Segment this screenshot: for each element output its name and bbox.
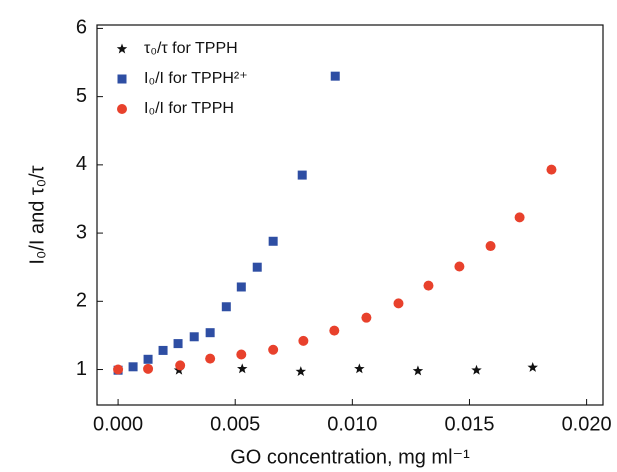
legend-marker [117,74,127,84]
point [471,364,482,375]
point [423,280,434,291]
legend-label: τ₀/τ for TPPH [144,40,238,57]
y-tick-label: 6 [76,17,87,39]
point [454,261,465,272]
point [237,363,248,374]
legend-label: I₀/I for TPPH [144,100,234,117]
legend-label: I₀/I for TPPH²⁺ [144,70,248,87]
point [361,312,372,323]
x-axis-title: GO concentration, mg ml⁻¹ [230,446,470,468]
legend-marker [117,104,127,114]
point [143,363,154,374]
point [354,363,365,374]
plot-frame [96,24,604,406]
point [268,344,279,355]
point [175,360,186,371]
point [113,364,124,375]
y-axis-title: I₀/I and τ₀/τ [26,165,48,264]
point [268,236,278,246]
point [485,241,496,252]
point [173,339,183,349]
point [412,365,424,376]
point [236,282,246,292]
point [252,262,262,272]
point [329,325,340,336]
y-tick-label: 3 [76,221,87,243]
point [297,170,307,180]
point [546,164,557,175]
point [128,362,138,372]
point [527,361,538,372]
legend-marker [116,43,128,54]
x-tick-label: 0.005 [210,413,260,435]
point [189,332,199,342]
point [393,298,404,309]
y-tick-label: 5 [76,85,87,107]
y-tick-label: 4 [76,153,87,175]
point [143,354,153,364]
point [158,345,168,355]
point [236,349,247,360]
point [330,71,340,81]
x-tick-label: 0.020 [562,413,612,435]
x-tick-label: 0.010 [327,413,377,435]
x-tick-label: 0.000 [93,413,143,435]
y-tick-label: 2 [76,290,87,312]
point [221,302,231,312]
point [514,212,525,223]
point [205,353,216,364]
point [295,366,307,377]
x-tick-label: 0.015 [444,413,494,435]
point [205,328,215,338]
y-tick-label: 1 [76,358,87,380]
point [298,335,309,346]
